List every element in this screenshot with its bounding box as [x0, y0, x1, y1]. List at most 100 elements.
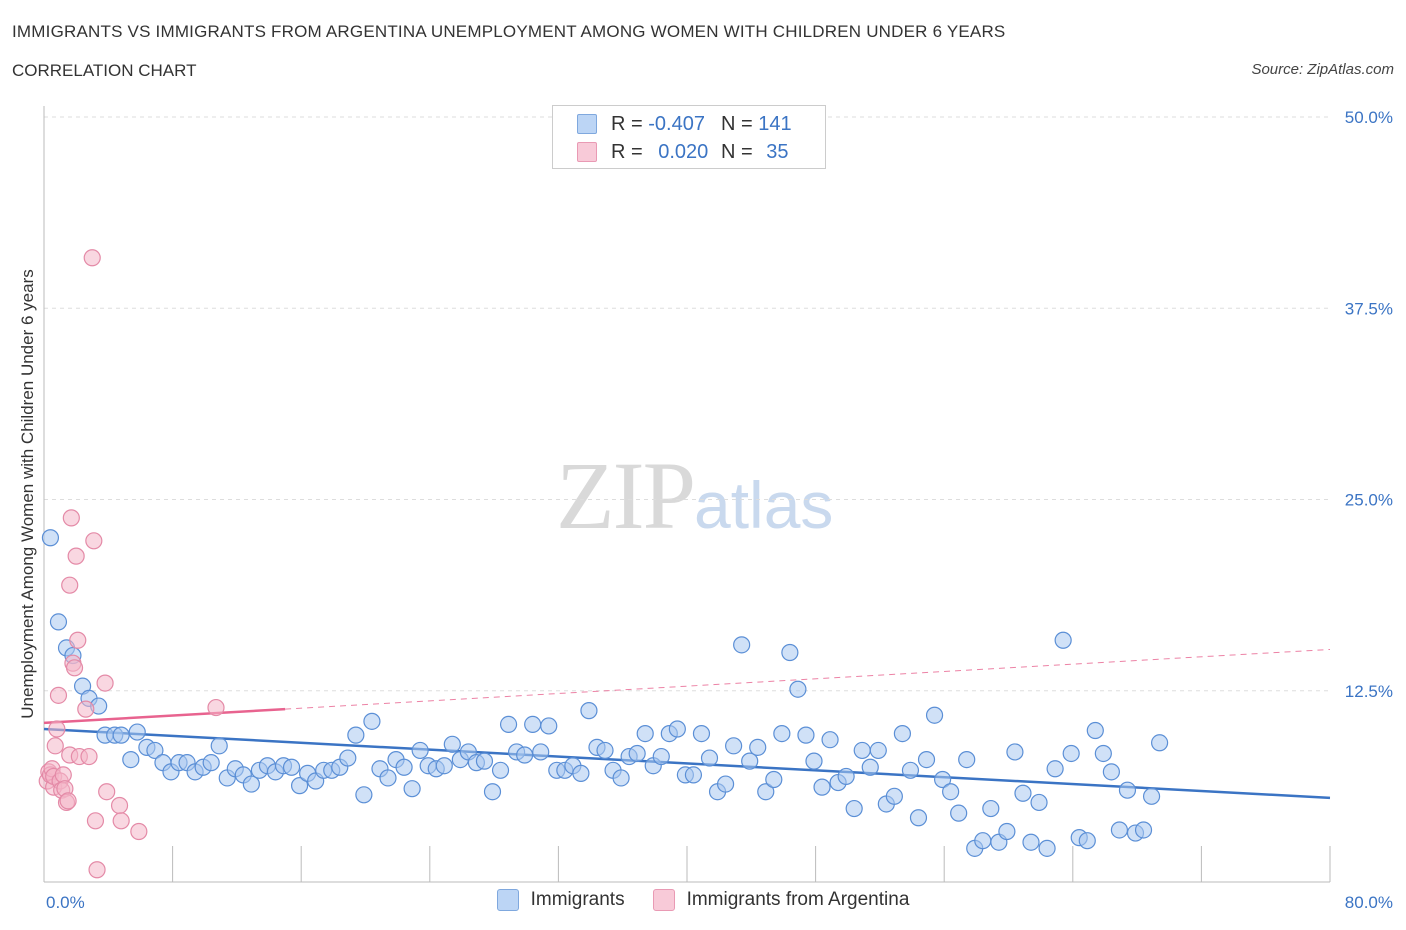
argentina-point: [88, 861, 106, 879]
immigrants-point: [982, 799, 1000, 818]
argentina-point: [49, 686, 68, 704]
immigrants-point: [805, 752, 823, 770]
series-legend-argentina: Immigrants from Argentina: [652, 889, 909, 911]
legend-swatch-blue: [577, 114, 597, 134]
watermark-zip: ZIP: [556, 442, 696, 549]
immigrants-point: [491, 761, 510, 779]
immigrants-point: [845, 799, 863, 818]
y-tick-label: 25.0%: [1345, 491, 1393, 510]
immigrants-point: [1102, 763, 1120, 781]
immigrants-point: [813, 778, 831, 796]
immigrants-point: [757, 783, 775, 801]
immigrants-point: [580, 702, 598, 720]
immigrants-point: [363, 712, 381, 730]
immigrants-point: [869, 741, 887, 760]
immigrants-point: [1054, 631, 1072, 649]
immigrants-point: [974, 832, 992, 850]
immigrants-point: [435, 757, 453, 775]
immigrants-point: [1046, 760, 1064, 778]
argentina-point: [83, 249, 101, 267]
immigrants-point: [282, 758, 301, 776]
immigrants-point: [379, 769, 397, 787]
immigrants-point: [901, 761, 920, 779]
immigrants-point: [1118, 781, 1137, 799]
trend-line: [43, 707, 286, 725]
argentina-point: [85, 532, 103, 550]
argentina-point: [98, 783, 116, 801]
immigrants-point: [958, 750, 976, 769]
legend-n-value: 141: [758, 112, 792, 135]
immigrants-point: [1134, 821, 1153, 839]
immigrants-point: [347, 726, 365, 744]
legend-r-label: R =: [611, 112, 643, 135]
immigrants-point: [1110, 821, 1129, 839]
x-tick-label: 0.0%: [46, 893, 85, 912]
series-legend: Immigrants Immigrants from Argentina: [0, 889, 1406, 911]
argentina-point: [69, 631, 87, 649]
legend-r: R = -0.407: [611, 113, 721, 136]
argentina-point: [59, 792, 77, 810]
immigrants-point: [797, 726, 815, 744]
immigrants-point: [1086, 721, 1104, 740]
legend-r: R = 0.020: [611, 141, 721, 164]
legend-r-value: 0.020: [658, 140, 709, 163]
immigrants-point: [1078, 832, 1096, 850]
argentina-point: [86, 812, 105, 830]
series-swatch-pink: [652, 889, 675, 911]
argentina-point: [207, 698, 225, 717]
immigrants-point: [128, 723, 146, 741]
immigrants-point: [596, 741, 614, 760]
immigrants-point: [403, 780, 421, 798]
immigrants-point: [789, 680, 807, 698]
points-layer: [38, 249, 1169, 879]
legend-r-label: R =: [611, 140, 643, 163]
immigrants-point: [1022, 833, 1040, 851]
immigrants-point: [741, 752, 759, 770]
legend-n: N = 35: [721, 141, 811, 164]
legend-n-label: N =: [721, 140, 753, 163]
argentina-point: [46, 737, 64, 755]
argentina-point: [110, 796, 129, 815]
immigrants-point: [1038, 839, 1056, 857]
argentina-point: [80, 747, 98, 766]
legend-n: N = 141: [721, 113, 811, 136]
source-credit: Source: ZipAtlas.com: [1251, 61, 1394, 78]
trend-layer: [43, 648, 1331, 800]
immigrants-point: [716, 775, 735, 793]
immigrants-point: [443, 735, 461, 753]
immigrants-point: [925, 706, 944, 724]
immigrants-point: [950, 804, 968, 822]
immigrants-point: [1142, 787, 1161, 805]
immigrants-point: [1006, 743, 1024, 761]
axes-layer: [43, 106, 1330, 883]
immigrants-point: [411, 741, 429, 760]
immigrants-point: [146, 741, 164, 760]
immigrants-point: [885, 787, 903, 805]
immigrants-point: [909, 809, 928, 827]
immigrants-point: [242, 775, 260, 793]
immigrants-point: [112, 726, 130, 744]
argentina-point: [61, 576, 79, 594]
immigrants-point: [749, 738, 767, 756]
series-legend-immigrants: Immigrants: [496, 889, 625, 911]
immigrants-point: [122, 750, 140, 769]
legend-row-immigrants: R = -0.407 N = 141: [577, 112, 811, 136]
immigrants-point: [1030, 793, 1048, 812]
immigrants-point: [49, 613, 68, 631]
immigrants-point: [773, 724, 791, 743]
immigrants-point: [1151, 734, 1169, 752]
immigrants-point: [532, 743, 550, 761]
immigrants-point: [636, 724, 654, 743]
y-tick-label: 50.0%: [1345, 108, 1393, 127]
immigrants-point: [692, 724, 711, 743]
x-tick-label: 80.0%: [1345, 893, 1393, 912]
immigrants-point: [1014, 784, 1032, 802]
immigrants-point: [290, 777, 309, 795]
watermark-atlas: atlas: [694, 468, 834, 542]
chart-title: IMMIGRANTS VS IMMIGRANTS FROM ARGENTINA …: [12, 22, 1006, 41]
trend-line: [43, 727, 1331, 800]
immigrants-point: [861, 758, 879, 776]
immigrants-point: [524, 715, 542, 734]
immigrants-point: [540, 717, 558, 735]
